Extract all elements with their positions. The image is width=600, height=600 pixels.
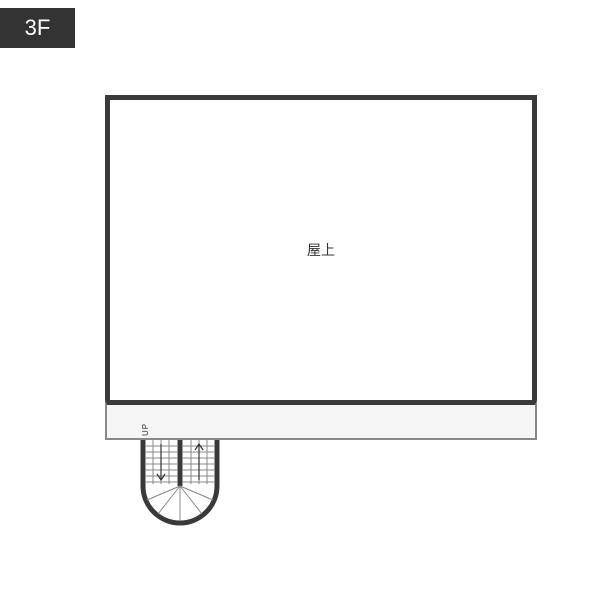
stair-direction-label: UP: [141, 423, 150, 436]
floor-badge: 3F: [0, 8, 75, 48]
stairwell: UP: [138, 438, 222, 528]
room-label: 屋上: [307, 240, 335, 260]
main-room: 屋上: [105, 95, 537, 405]
floorplan-diagram: 屋上: [105, 95, 537, 440]
floor-badge-label: 3F: [25, 15, 51, 41]
ledge-strip: [105, 400, 537, 440]
stairwell-icon: [138, 438, 222, 528]
